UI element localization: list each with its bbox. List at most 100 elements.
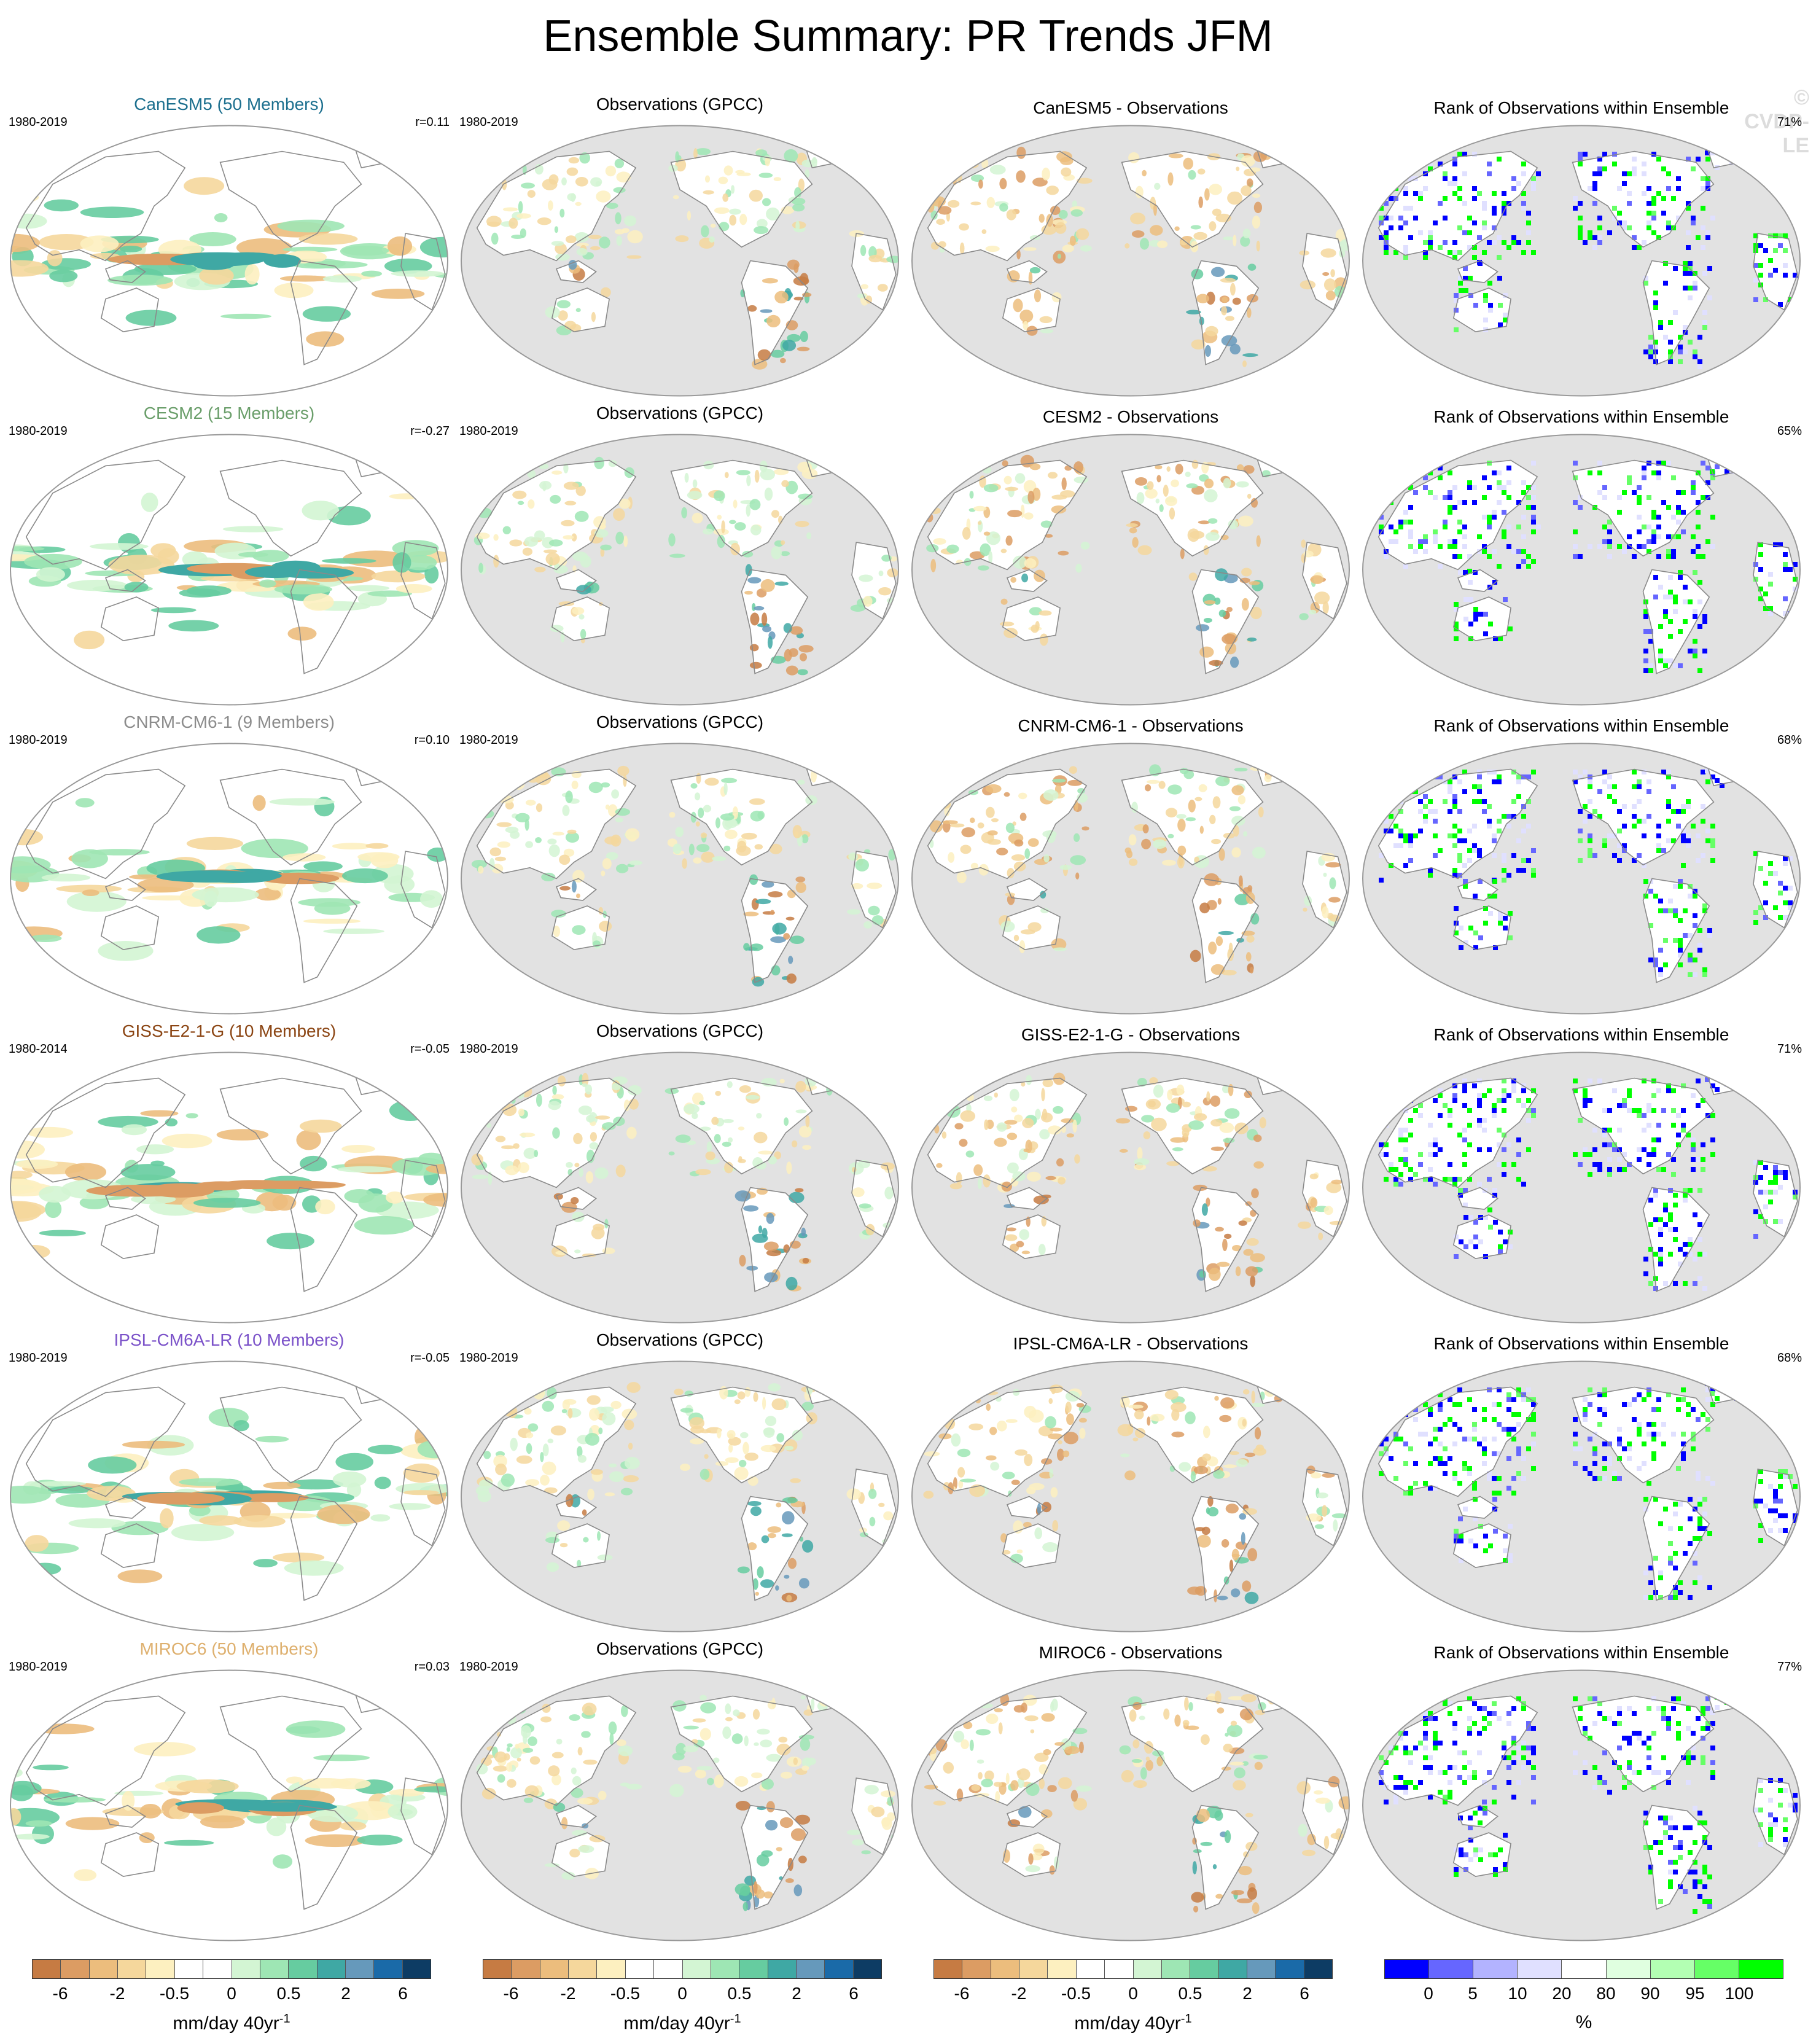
- diff-map: [911, 1051, 1350, 1324]
- colorbar-tick-label: 6: [849, 1984, 859, 2003]
- colorbar-swatch: [1739, 1960, 1783, 1978]
- rank-map: [1362, 1360, 1801, 1632]
- colorbar-swatches: [1384, 1959, 1783, 1979]
- obs-map: [461, 125, 899, 397]
- colorbar-swatch: [203, 1960, 232, 1978]
- colorbar-swatch: [1076, 1960, 1105, 1978]
- diff-panel-title: CNRM-CM6-1 - Observations: [1018, 716, 1244, 735]
- diff-map-panel: GISS-E2-1-G - Observations: [910, 1025, 1351, 1332]
- colorbar-swatch: [483, 1960, 512, 1978]
- colorbar-swatch: [1650, 1960, 1695, 1978]
- rank-panel-title: Rank of Observations within Ensemble: [1433, 1025, 1729, 1044]
- model-map: [10, 125, 448, 397]
- model-panel-title: CNRM-CM6-1 (9 Members): [123, 712, 335, 731]
- rank-map-panel: Rank of Observations within Ensemble 68%: [1361, 716, 1802, 1023]
- colorbar-swatch: [991, 1960, 1020, 1978]
- rank-panel-title: Rank of Observations within Ensemble: [1433, 98, 1729, 117]
- diff-panel-title: IPSL-CM6A-LR - Observations: [1013, 1334, 1249, 1353]
- obs-panel-title: Observations (GPCC): [596, 1021, 764, 1040]
- colorbar-swatch: [540, 1960, 569, 1978]
- colorbar-tick-label: 0: [1128, 1984, 1138, 2003]
- model-map-panel: CESM2 (15 Members) 1980-2019 r=-0.27: [9, 404, 450, 714]
- diff-map-panel: CNRM-CM6-1 - Observations: [910, 716, 1351, 1023]
- model-map: [10, 743, 448, 1015]
- pattern-correlation: r=-0.27: [410, 424, 450, 438]
- colorbar-tick-label: -2: [1011, 1984, 1027, 2003]
- obs-period: 1980-2019: [459, 1351, 518, 1365]
- colorbar-units-text: mm/day 40yr: [173, 2013, 279, 2034]
- rank-map: [1362, 1051, 1801, 1324]
- rank-percent: 77%: [1777, 1660, 1802, 1674]
- colorbar-swatch: [512, 1960, 540, 1978]
- colorbar-swatch: [1473, 1960, 1518, 1978]
- colorbar-tick-label: 0: [677, 1984, 687, 2003]
- colorbar-tick-label: 100: [1724, 1984, 1754, 2003]
- colorbar-swatch: [569, 1960, 598, 1978]
- rank-map: [1362, 743, 1801, 1015]
- obs-map-panel: Observations (GPCC) 1980-2019: [459, 1639, 900, 1950]
- colorbar-swatch: [1105, 1960, 1134, 1978]
- obs-panel-title: Observations (GPCC): [596, 404, 764, 423]
- diff-map-panel: MIROC6 - Observations: [910, 1643, 1351, 1950]
- colorbar-tick-label: 80: [1596, 1984, 1616, 2003]
- rank-panel-title: Rank of Observations within Ensemble: [1433, 1643, 1729, 1662]
- colorbar-swatch: [1218, 1960, 1247, 1978]
- colorbar-tick-label: 0: [1424, 1984, 1433, 2003]
- trend-colorbar: -6 -2 -0.5 0 0.5 2 6 mm/day 40yr-1: [483, 1959, 882, 2039]
- model-period: 1980-2019: [9, 115, 68, 129]
- colorbar-units-text: mm/day 40yr: [623, 2013, 730, 2034]
- colorbar-swatch: [146, 1960, 175, 1978]
- colorbar-units: mm/day 40yr-1: [32, 2012, 431, 2034]
- page-title: Ensemble Summary: PR Trends JFM: [543, 12, 1273, 61]
- colorbar-tick-label: 5: [1468, 1984, 1478, 2003]
- model-period: 1980-2019: [9, 733, 68, 747]
- colorbar-swatches: [933, 1959, 1333, 1979]
- trend-colorbar: -6 -2 -0.5 0 0.5 2 6 mm/day 40yr-1: [933, 1959, 1333, 2039]
- rank-map-panel: Rank of Observations within Ensemble 77%: [1361, 1643, 1802, 1950]
- obs-map-panel: Observations (GPCC) 1980-2019: [459, 712, 900, 1023]
- colorbar-tick-label: -2: [560, 1984, 576, 2003]
- colorbar-tick-label: -2: [109, 1984, 125, 2003]
- colorbar-swatch: [796, 1960, 825, 1978]
- colorbar-swatch: [33, 1960, 61, 1978]
- colorbar-swatch: [374, 1960, 403, 1978]
- colorbar-tick-label: 6: [398, 1984, 408, 2003]
- model-panel-title: GISS-E2-1-G (10 Members): [122, 1021, 337, 1040]
- colorbar-swatches: [32, 1959, 431, 1979]
- obs-period: 1980-2019: [459, 733, 518, 747]
- pattern-correlation: r=0.11: [415, 115, 450, 129]
- colorbar-tick-label: 2: [792, 1984, 801, 2003]
- colorbar-tick-label: 2: [1242, 1984, 1252, 2003]
- obs-map: [461, 1669, 899, 1941]
- colorbar-swatch: [1133, 1960, 1162, 1978]
- colorbar-tick-label: 95: [1685, 1984, 1705, 2003]
- obs-panel-title: Observations (GPCC): [596, 1639, 764, 1658]
- colorbar-tick-label: -6: [503, 1984, 519, 2003]
- rank-map-panel: Rank of Observations within Ensemble 68%: [1361, 1334, 1802, 1641]
- diff-map: [911, 434, 1350, 706]
- colorbar-tick-label: -0.5: [610, 1984, 641, 2003]
- colorbar-swatch: [1019, 1960, 1048, 1978]
- obs-map: [461, 1360, 899, 1632]
- trend-colorbar: -6 -2 -0.5 0 0.5 2 6 mm/day 40yr-1: [32, 1959, 431, 2039]
- colorbar-tick-label: 20: [1552, 1984, 1572, 2003]
- model-map: [10, 1669, 448, 1941]
- rank-panel-title: Rank of Observations within Ensemble: [1433, 716, 1729, 735]
- model-map-panel: IPSL-CM6A-LR (10 Members) 1980-2019 r=-0.0…: [9, 1330, 450, 1641]
- obs-map-panel: Observations (GPCC) 1980-2019: [459, 95, 900, 405]
- obs-period: 1980-2019: [459, 1042, 518, 1056]
- obs-map: [461, 434, 899, 706]
- rank-map: [1362, 125, 1801, 397]
- pattern-correlation: r=0.03: [414, 1660, 450, 1674]
- colorbar-swatch: [654, 1960, 683, 1978]
- model-period: 1980-2019: [9, 424, 68, 438]
- colorbar-swatch: [1190, 1960, 1219, 1978]
- colorbar-units: %: [1384, 2012, 1783, 2033]
- colorbar-swatch: [1385, 1960, 1430, 1978]
- colorbar-tick-label: 2: [341, 1984, 351, 2003]
- obs-period: 1980-2019: [459, 424, 518, 438]
- diff-map: [911, 1669, 1350, 1941]
- model-panel-title: CanESM5 (50 Members): [134, 95, 324, 114]
- obs-period: 1980-2019: [459, 115, 518, 129]
- obs-period: 1980-2019: [459, 1660, 518, 1674]
